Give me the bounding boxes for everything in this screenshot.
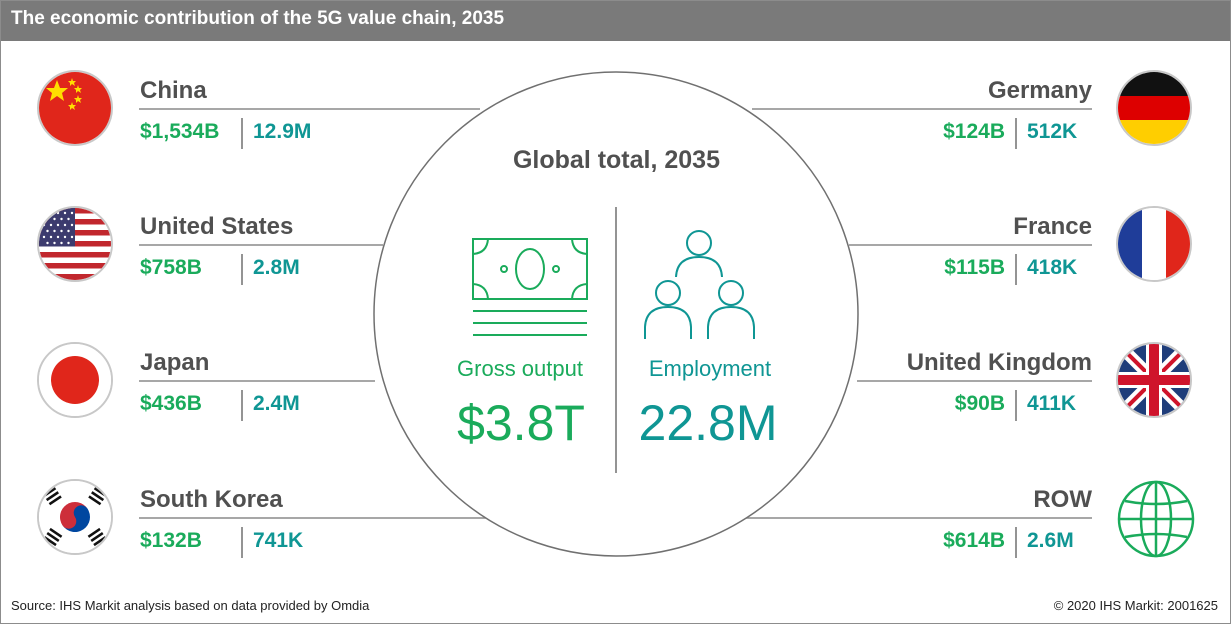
- country-name-row: ROW: [1033, 486, 1092, 513]
- germany-flag-icon: [1116, 70, 1192, 146]
- gross-output-united-kingdom: $90B: [954, 392, 1005, 415]
- employment-value: 22.8M: [638, 395, 778, 451]
- employment-united-kingdom: 411K: [1027, 392, 1077, 415]
- usa-flag-icon: [37, 206, 113, 282]
- employment-japan: 2.4M: [253, 392, 300, 415]
- country-name-china: China: [140, 77, 207, 104]
- employment-united-states: 2.8M: [253, 256, 300, 279]
- china-flag-icon: [37, 70, 113, 146]
- global-total-title: Global total, 2035: [512, 146, 720, 174]
- employment-label: Employment: [648, 356, 772, 381]
- employment-south-korea: 741K: [253, 529, 304, 552]
- employment-row: 2.6M: [1027, 529, 1074, 552]
- uk-flag-icon: [1116, 342, 1192, 418]
- money-icon: [472, 238, 588, 336]
- japan-flag-icon: [37, 342, 113, 418]
- gross-output-france: $115B: [944, 256, 1005, 279]
- gross-output-japan: $436B: [140, 392, 202, 415]
- people-icon: [644, 230, 755, 339]
- france-flag-icon: [1116, 206, 1192, 282]
- south-korea-flag-icon: [37, 479, 113, 555]
- country-name-japan: Japan: [140, 349, 210, 376]
- page-title: The economic contribution of the 5G valu…: [11, 8, 505, 29]
- employment-germany: 512K: [1027, 120, 1078, 143]
- employment-china: 12.9M: [253, 120, 312, 143]
- header-bar: The economic contribution of the 5G valu…: [1, 1, 1230, 41]
- country-name-south-korea: South Korea: [140, 486, 283, 513]
- gross-output-south-korea: $132B: [140, 529, 202, 552]
- gross-output-value: $3.8T: [457, 395, 585, 451]
- country-name-united-states: United States: [140, 213, 294, 240]
- gross-output-china: $1,534B: [140, 120, 220, 143]
- employment-france: 418K: [1027, 256, 1078, 279]
- gross-output-united-states: $758B: [140, 256, 202, 279]
- gross-output-row: $614B: [943, 529, 1005, 552]
- country-name-france: France: [1013, 213, 1092, 240]
- globe-icon: [1116, 479, 1196, 559]
- gross-output-germany: $124B: [943, 120, 1005, 143]
- copyright-note: © 2020 IHS Markit: 2001625: [1053, 598, 1218, 613]
- country-name-united-kingdom: United Kingdom: [906, 349, 1092, 376]
- value-separators: [241, 118, 1017, 558]
- gross-output-label: Gross output: [457, 356, 583, 381]
- source-note: Source: IHS Markit analysis based on dat…: [11, 598, 370, 613]
- country-name-germany: Germany: [987, 77, 1092, 104]
